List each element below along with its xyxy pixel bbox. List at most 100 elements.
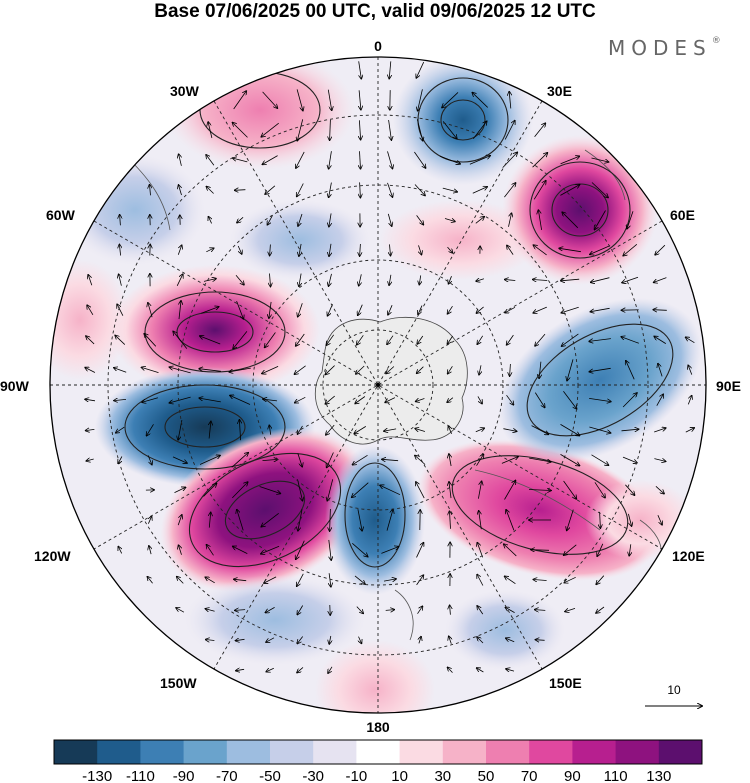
- wind-vector-arrow: [354, 426, 367, 433]
- wind-vector-arrow: [534, 392, 544, 408]
- wind-vector-arrow: [330, 508, 331, 531]
- anomaly-blob: [185, 575, 365, 665]
- wind-vector-arrow: [237, 510, 244, 531]
- colorbar-swatch: [356, 740, 401, 764]
- colorbar-swatch: [313, 740, 357, 764]
- colorbar-tick-label: 130: [646, 768, 671, 783]
- wind-vector-arrow: [449, 636, 452, 644]
- lon-label-180: 180: [366, 719, 390, 735]
- wind-vector-arrow: [262, 366, 279, 373]
- lon-label-60e: 60E: [670, 207, 695, 223]
- wind-vector-arrow: [564, 576, 576, 582]
- wind-vector-arrow: [262, 91, 278, 108]
- wind-vector-arrow: [560, 156, 580, 165]
- wind-vector-arrow: [386, 366, 395, 374]
- wind-vector-arrow: [356, 606, 363, 614]
- wind-vector-arrow: [621, 337, 639, 344]
- colorbar-tick-label: 30: [434, 768, 451, 783]
- wind-vector-arrow: [147, 455, 152, 464]
- wind-vector-arrow: [231, 453, 248, 468]
- wind-vector-arrow: [416, 119, 422, 140]
- wind-vector-arrow: [298, 509, 303, 531]
- wind-vector-arrow: [387, 182, 393, 197]
- anomaly-blob: [325, 445, 425, 595]
- wind-vector-arrow: [115, 335, 126, 345]
- wind-vector-arrow: [590, 307, 610, 311]
- wind-vector-arrow: [147, 577, 153, 584]
- colorbar-tick-label: -90: [173, 768, 195, 783]
- wind-vector-arrow: [505, 607, 515, 613]
- wind-vector-arrow: [261, 122, 279, 137]
- wind-vector-arrow: [266, 637, 275, 642]
- wind-vector-arrow: [622, 276, 639, 282]
- wind-vector-arrow: [505, 306, 516, 312]
- wind-vector-arrow: [209, 422, 211, 439]
- wind-vector-arrow: [329, 182, 332, 198]
- lon-label-30w: 30W: [170, 83, 200, 99]
- wind-vector-arrow: [233, 91, 247, 110]
- wind-vector-arrow: [415, 429, 426, 432]
- wind-vector-arrow: [199, 369, 221, 372]
- wind-vector-arrow: [472, 187, 487, 194]
- wind-vector-arrow: [329, 273, 332, 286]
- wind-vector-arrow: [237, 245, 242, 254]
- wind-vector-arrow: [506, 394, 514, 405]
- wind-vector-arrow: [477, 335, 484, 344]
- anomaly-blob: [165, 57, 355, 170]
- wind-vector-arrow: [118, 456, 123, 464]
- wind-vector-arrow: [203, 279, 216, 282]
- colorbar-swatch: [399, 740, 444, 764]
- wind-vector-arrow: [382, 459, 399, 460]
- wind-vector-arrow: [687, 396, 691, 405]
- wind-vector-arrow: [448, 426, 451, 434]
- wind-vector-arrow: [261, 545, 280, 554]
- wind-vector-arrow: [237, 216, 244, 222]
- colorbar-tick-label: -130: [82, 768, 112, 783]
- wind-vector-arrow: [560, 185, 579, 196]
- wind-vector-arrow: [266, 668, 274, 671]
- wind-vector-arrow: [267, 215, 273, 225]
- wind-vector-arrow: [597, 543, 604, 556]
- wind-vector-arrow: [388, 305, 393, 315]
- wind-vector-arrow: [596, 575, 605, 585]
- wind-vector-arrow: [442, 187, 457, 192]
- lon-label-30e: 30E: [547, 83, 572, 99]
- wind-vector-arrow: [262, 155, 278, 165]
- wind-vector-arrow: [263, 399, 278, 401]
- wind-vector-arrow: [533, 280, 548, 281]
- wind-vector-arrow: [114, 368, 127, 373]
- wind-vector-arrow: [560, 454, 580, 465]
- lon-label-90w: 90W: [0, 378, 30, 394]
- wind-vector-arrow: [504, 121, 515, 140]
- wind-vector-arrow: [172, 456, 187, 463]
- colorbar-tick-label: -50: [259, 768, 281, 783]
- wind-vector-arrow: [439, 155, 460, 164]
- wind-vector-arrow: [298, 213, 303, 226]
- colorbar-swatch: [226, 740, 271, 764]
- wind-vector-arrow: [235, 190, 246, 191]
- wind-vector-arrow: [386, 509, 393, 531]
- wind-vector-arrow: [477, 543, 484, 558]
- wind-vector-arrow: [478, 481, 481, 499]
- wind-vector-arrow: [476, 306, 484, 313]
- wind-vector-arrow: [144, 334, 157, 347]
- wind-vector-arrow: [179, 185, 182, 196]
- wind-vector-arrow: [450, 605, 451, 615]
- wind-vector-arrow: [329, 151, 332, 169]
- wind-vector-arrow: [86, 336, 95, 345]
- wind-vector-arrow: [148, 516, 151, 524]
- wind-vector-arrow: [358, 61, 362, 78]
- wind-vector-arrow: [591, 157, 609, 162]
- wind-vector-arrow: [418, 305, 423, 315]
- colorbar-tick-label: -110: [126, 768, 155, 783]
- wind-vector-arrow: [261, 512, 279, 526]
- wind-vector-arrow: [417, 366, 424, 374]
- wind-vector-arrow: [589, 338, 611, 342]
- wind-vector-arrow: [298, 303, 303, 316]
- wind-vector-arrow: [528, 490, 551, 491]
- anomaly-contours: [124, 71, 674, 568]
- wind-vector-arrow: [177, 515, 182, 526]
- lon-label-60w: 60W: [46, 207, 76, 223]
- wind-vector-arrow: [658, 364, 663, 377]
- wind-vector-arrow: [416, 61, 425, 78]
